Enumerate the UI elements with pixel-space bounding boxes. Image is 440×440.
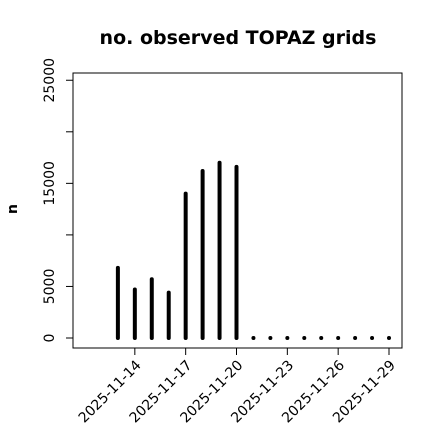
bars [115, 160, 391, 340]
bar [319, 336, 324, 340]
y-tick-label: 15000 [42, 161, 58, 206]
bar [251, 336, 256, 340]
bar [370, 336, 375, 340]
y-axis: 0 5000 15000 25000 [42, 58, 74, 343]
y-tick-label: 0 [42, 334, 58, 343]
bar [387, 336, 391, 340]
bar [268, 336, 273, 340]
bar [302, 336, 307, 340]
x-axis: 2025-11-142025-11-172025-11-202025-11-23… [76, 347, 399, 426]
y-tick-label: 25000 [42, 58, 58, 103]
bar [353, 336, 358, 340]
y-tick-label: 5000 [42, 269, 58, 305]
bar [336, 336, 341, 340]
bar [285, 336, 290, 340]
chart-title: no. observed TOPAZ grids [100, 27, 377, 49]
y-axis-label: n [5, 204, 21, 214]
